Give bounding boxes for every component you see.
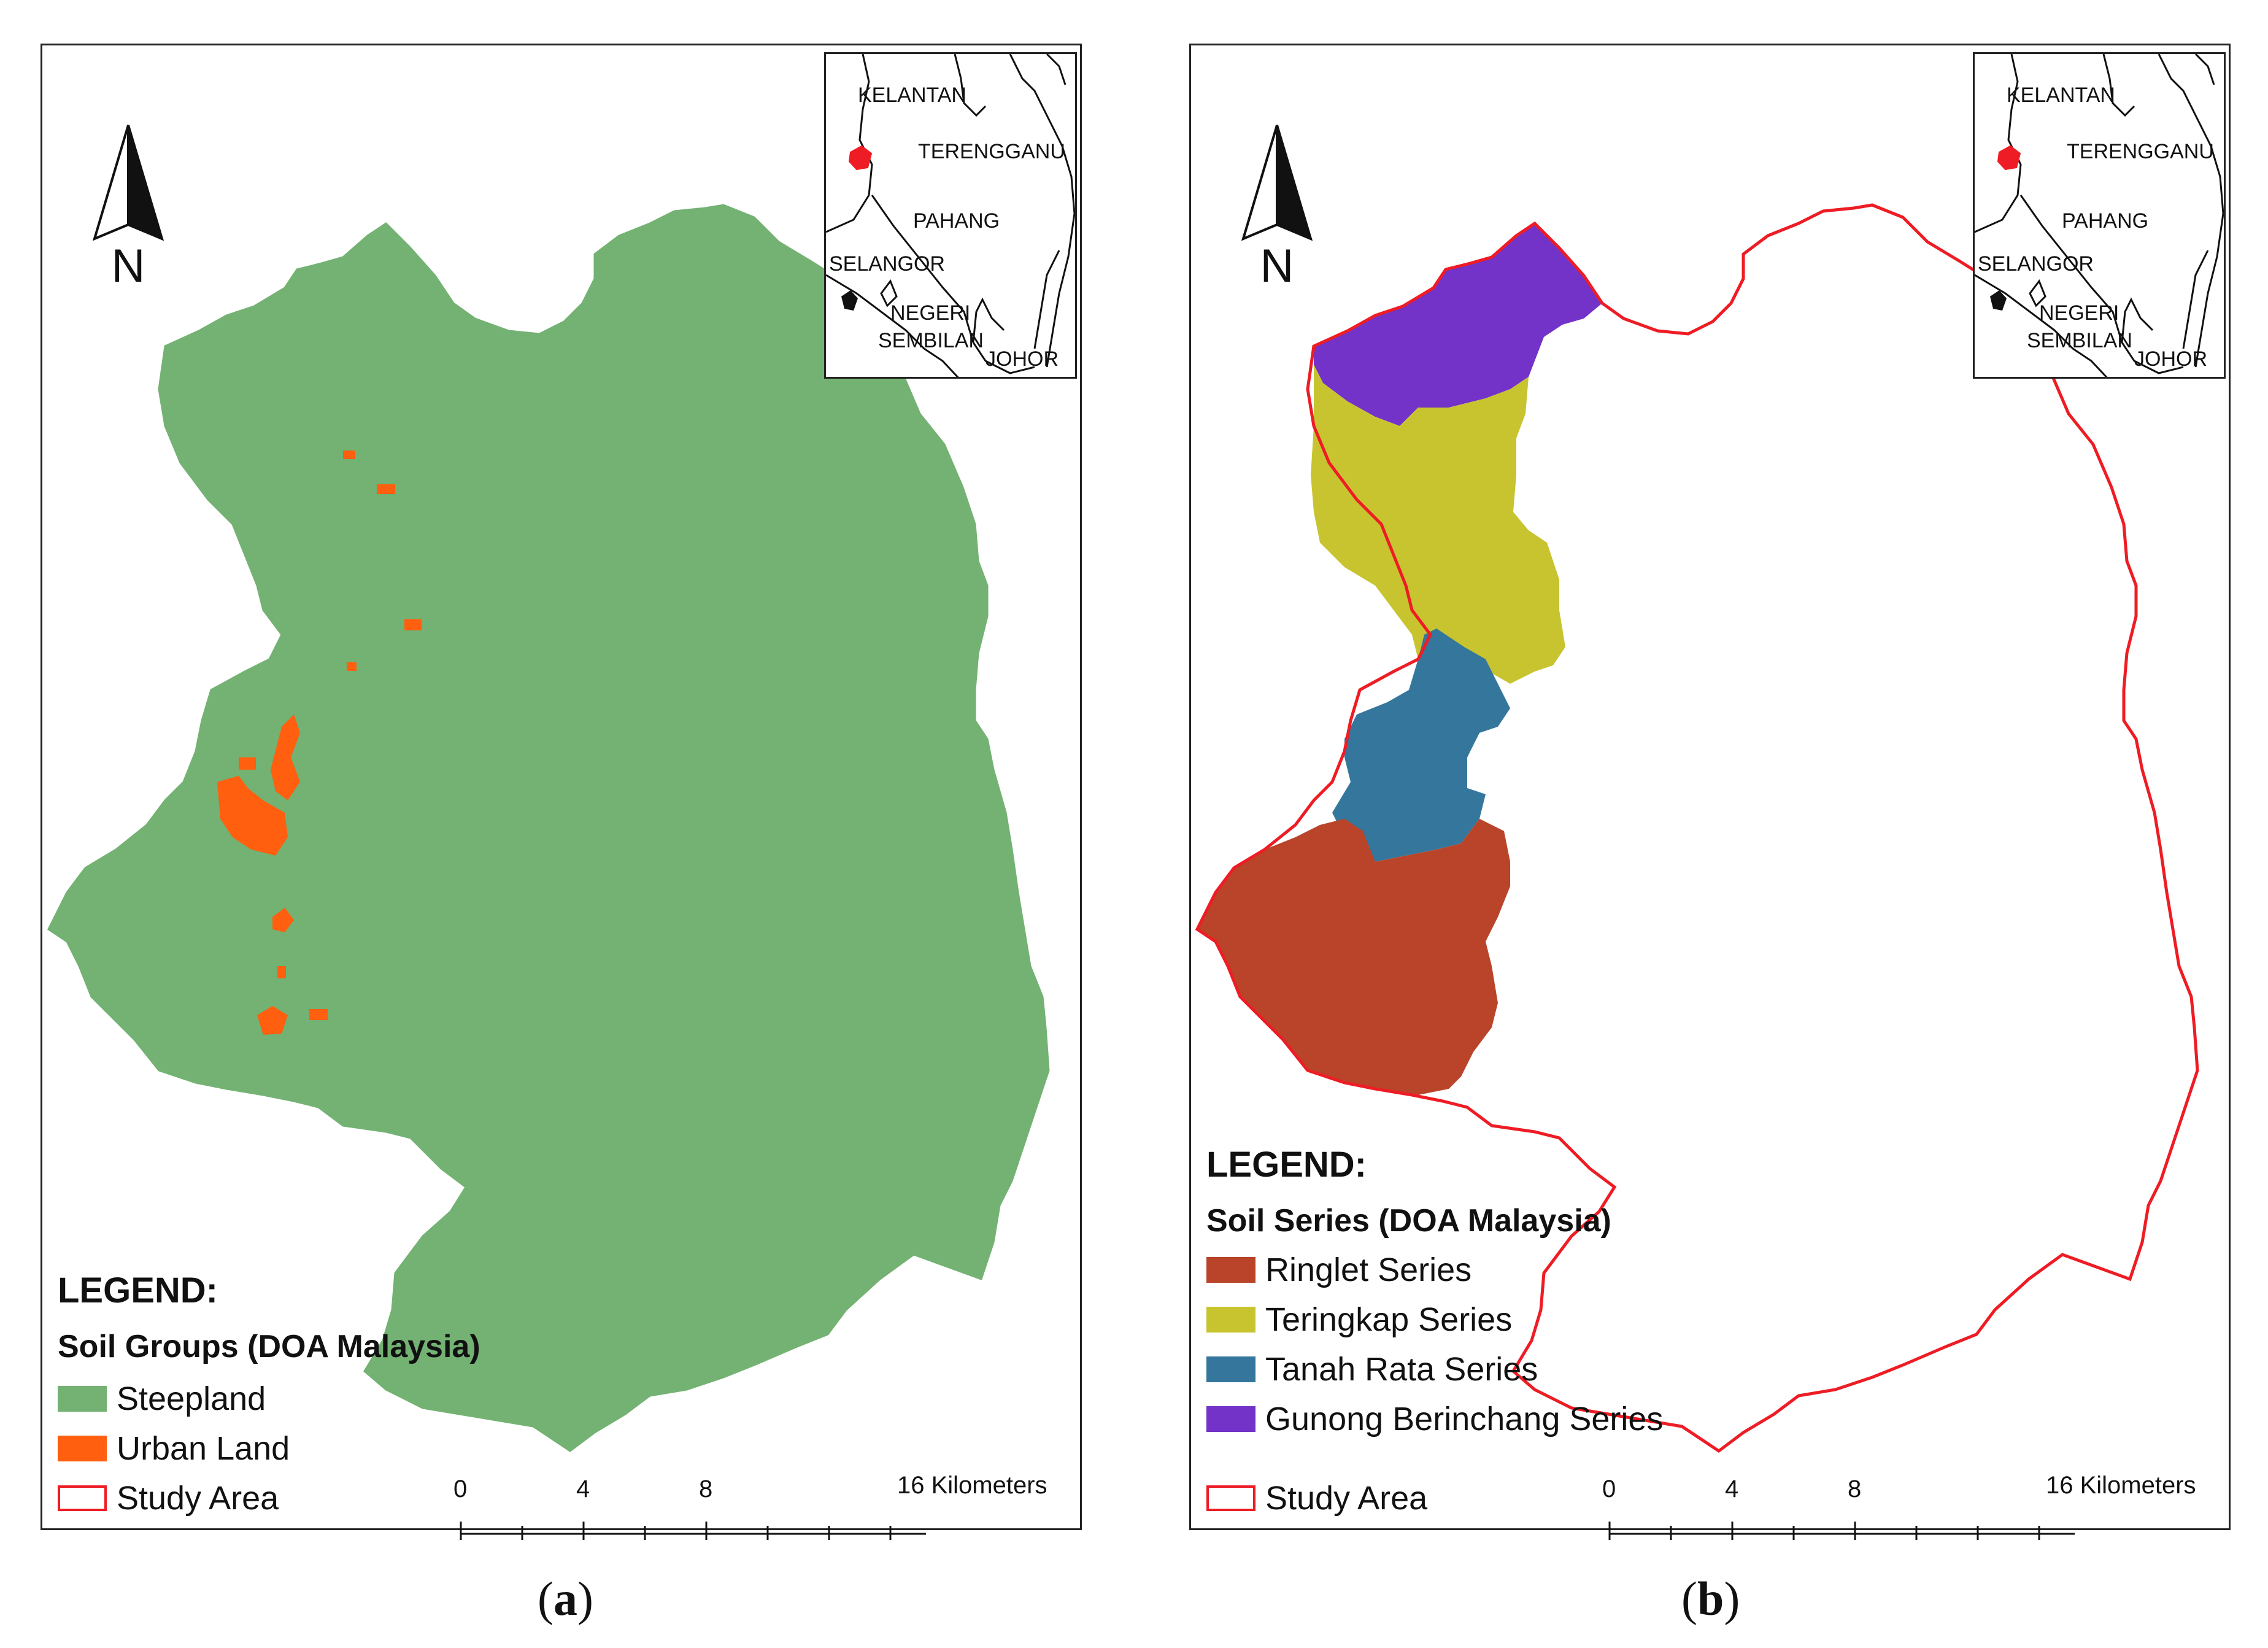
legend-title: LEGEND: (1206, 1145, 1367, 1185)
study-area-map (47, 204, 1050, 1452)
ringlet-region (1197, 819, 1510, 1095)
scale-label-0: 0 (453, 1476, 468, 1503)
north-arrow-icon: N (1241, 125, 1313, 292)
label-selangor: SELANGOR (1978, 252, 2094, 276)
teringkap-region (1311, 365, 1565, 684)
scale-label-8: 8 (1848, 1476, 1862, 1503)
label-kelantan: KELANTAN (858, 83, 966, 107)
legend-item-steepland: Steepland (58, 1380, 266, 1417)
label-pahang: PAHANG (913, 209, 1000, 233)
label-terengganu: TERENGGANU (2067, 140, 2214, 163)
study-area-locator (848, 145, 873, 171)
study-area-locator (1997, 145, 2021, 171)
label-sembilan: SEMBILAN (2027, 329, 2132, 352)
map-panel-b: N KELANTAN TERENGGANU PAHANG SELANGOR NE… (1189, 44, 2232, 1540)
legend-item-ringlet: Ringlet Series (1206, 1251, 1472, 1288)
label-sembilan: SEMBILAN (878, 329, 984, 352)
label-negeri: NEGERI (890, 301, 971, 325)
legend-subtitle: Soil Series (DOA Malaysia) (1206, 1203, 1611, 1239)
legend-item-gunong-berinchang: Gunong Berinchang Series (1206, 1401, 1663, 1437)
legend-item-study-area: Study Area (1206, 1480, 1427, 1517)
ringlet-swatch (1206, 1257, 1256, 1283)
caption-b: (b) (1681, 1572, 1740, 1625)
north-label: N (112, 240, 145, 292)
label-johor: JOHOR (986, 347, 1059, 371)
steepland-region (48, 204, 1049, 1452)
location-inset-map: KELANTAN TERENGGANU PAHANG SELANGOR NEGE… (824, 52, 1077, 379)
scale-label-4: 4 (1725, 1476, 1739, 1503)
soil-series-map (1191, 45, 2232, 1532)
urban-land-patches (217, 451, 422, 1035)
label-selangor: SELANGOR (829, 252, 945, 276)
caption-a: (a) (538, 1572, 593, 1625)
legend-item-urban-land: Urban Land (58, 1430, 290, 1467)
study-area-swatch (1206, 1485, 1256, 1511)
scale-bar: 0 4 8 (417, 1476, 926, 1549)
gunong-berinchang-swatch (1206, 1406, 1256, 1432)
label-negeri: NEGERI (2039, 301, 2120, 325)
scale-label-16-b: 16 Kilometers (2046, 1472, 2196, 1499)
tanah-rata-region (1332, 629, 1510, 862)
urban-land-swatch (58, 1436, 107, 1461)
north-arrow-icon: N (92, 125, 164, 292)
legend-item-tanah-rata: Tanah Rata Series (1206, 1351, 1538, 1388)
map-panel-a: N KELANTAN TERENGGANU PAHANG SELANGOR NE… (40, 44, 1082, 1540)
label-kelantan: KELANTAN (2007, 83, 2115, 107)
scale-label-16-a: 16 Kilometers (897, 1472, 1047, 1499)
north-label: N (1260, 240, 1294, 292)
scale-label-4: 4 (576, 1476, 590, 1503)
scale-bar: 0 4 8 (1565, 1476, 2075, 1549)
study-area-swatch (58, 1485, 107, 1511)
teringkap-swatch (1206, 1307, 1256, 1333)
scale-label-8: 8 (699, 1476, 713, 1503)
gunong-berinchang-region (1314, 223, 1602, 426)
steepland-swatch (58, 1386, 107, 1412)
legend-title: LEGEND: (58, 1271, 218, 1310)
label-terengganu: TERENGGANU (918, 140, 1065, 163)
legend-item-study-area: Study Area (58, 1480, 279, 1517)
scale-label-0: 0 (1602, 1476, 1616, 1503)
tanah-rata-swatch (1206, 1356, 1256, 1382)
location-inset-map: KELANTAN TERENGGANU PAHANG SELANGOR NEGE… (1973, 52, 2226, 379)
legend-item-teringkap: Teringkap Series (1206, 1301, 1512, 1338)
legend-subtitle: Soil Groups (DOA Malaysia) (58, 1329, 480, 1364)
label-pahang: PAHANG (2062, 209, 2149, 233)
label-johor: JOHOR (2134, 347, 2207, 371)
